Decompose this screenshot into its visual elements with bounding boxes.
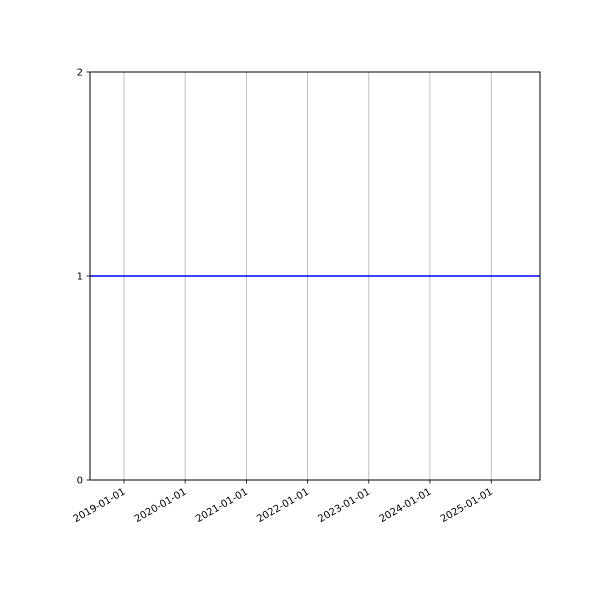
x-tick-label: 2024-01-01	[378, 487, 434, 526]
x-tick-label: 2025-01-01	[439, 487, 495, 526]
y-tick-label: 2	[77, 68, 83, 79]
x-tick-label: 2022-01-01	[255, 487, 311, 526]
y-tick-label: 1	[77, 272, 83, 283]
x-tick-label: 2023-01-01	[316, 487, 372, 526]
y-tick-label: 0	[77, 476, 83, 487]
x-tick-label: 2019-01-01	[72, 487, 128, 526]
x-axis: 2019-01-01 2020-01-01 2021-01-01 2022-01-01…	[72, 480, 495, 525]
x-tick-label: 2020-01-01	[133, 487, 189, 526]
y-axis: 0 1 2	[77, 68, 90, 487]
x-tick-label: 2021-01-01	[194, 487, 250, 526]
